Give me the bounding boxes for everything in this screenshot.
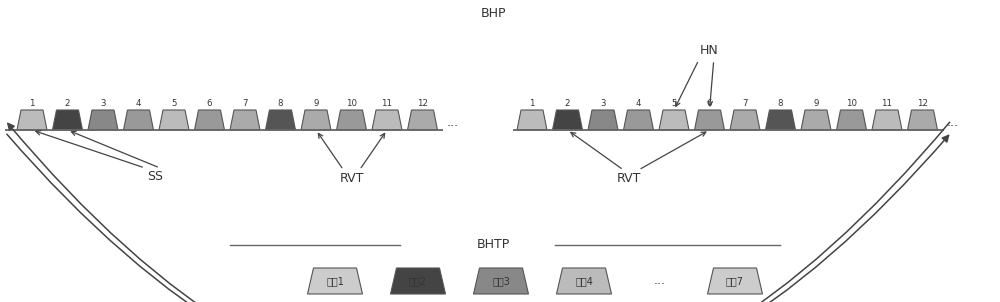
- Text: 6: 6: [707, 98, 712, 108]
- Text: 5: 5: [171, 98, 177, 108]
- Text: 12: 12: [917, 98, 928, 108]
- Text: 4: 4: [636, 98, 641, 108]
- Polygon shape: [765, 110, 796, 130]
- Polygon shape: [124, 110, 154, 130]
- Text: 9: 9: [813, 98, 819, 108]
- Polygon shape: [301, 110, 331, 130]
- Polygon shape: [159, 110, 189, 130]
- Polygon shape: [556, 268, 612, 294]
- Polygon shape: [336, 110, 366, 130]
- Text: 1: 1: [29, 98, 35, 108]
- FancyArrowPatch shape: [8, 122, 950, 302]
- Polygon shape: [552, 110, 583, 130]
- Text: ...: ...: [446, 117, 458, 130]
- Text: ...: ...: [654, 275, 666, 288]
- Text: 3: 3: [100, 98, 106, 108]
- Polygon shape: [659, 110, 689, 130]
- Text: 波束7: 波束7: [726, 276, 744, 286]
- Polygon shape: [194, 110, 224, 130]
- Polygon shape: [872, 110, 902, 130]
- Text: 5: 5: [671, 98, 677, 108]
- Text: RVT: RVT: [616, 172, 641, 185]
- Polygon shape: [308, 268, 362, 294]
- Text: BHP: BHP: [480, 7, 506, 20]
- Polygon shape: [88, 110, 118, 130]
- Text: RVT: RVT: [339, 172, 364, 185]
- Text: 12: 12: [417, 98, 428, 108]
- Text: 1: 1: [529, 98, 535, 108]
- FancyArrowPatch shape: [7, 134, 949, 302]
- Text: 9: 9: [313, 98, 319, 108]
- Text: 8: 8: [778, 98, 783, 108]
- Text: 7: 7: [242, 98, 248, 108]
- Text: 3: 3: [600, 98, 606, 108]
- Text: 6: 6: [207, 98, 212, 108]
- Polygon shape: [372, 110, 402, 130]
- Polygon shape: [390, 268, 446, 294]
- Polygon shape: [17, 110, 47, 130]
- Polygon shape: [474, 268, 528, 294]
- Text: 8: 8: [278, 98, 283, 108]
- Polygon shape: [624, 110, 654, 130]
- Text: 波束2: 波束2: [409, 276, 427, 286]
- Text: 波束1: 波束1: [326, 276, 344, 286]
- Polygon shape: [801, 110, 831, 130]
- Polygon shape: [588, 110, 618, 130]
- Polygon shape: [707, 268, 763, 294]
- Text: 7: 7: [742, 98, 748, 108]
- Text: ...: ...: [946, 117, 958, 130]
- Text: 2: 2: [565, 98, 570, 108]
- Polygon shape: [730, 110, 760, 130]
- Polygon shape: [230, 110, 260, 130]
- Text: 11: 11: [882, 98, 893, 108]
- Polygon shape: [52, 110, 82, 130]
- Text: 波束4: 波束4: [575, 276, 593, 286]
- Polygon shape: [694, 110, 725, 130]
- Text: SS: SS: [147, 170, 163, 183]
- Text: 10: 10: [846, 98, 857, 108]
- Polygon shape: [517, 110, 547, 130]
- Text: BHTP: BHTP: [476, 239, 510, 252]
- Text: 2: 2: [65, 98, 70, 108]
- Text: 11: 11: [381, 98, 392, 108]
- Text: 10: 10: [346, 98, 357, 108]
- Text: 4: 4: [136, 98, 141, 108]
- Text: HN: HN: [699, 44, 718, 57]
- Polygon shape: [836, 110, 867, 130]
- Polygon shape: [907, 110, 938, 130]
- Polygon shape: [266, 110, 295, 130]
- Text: 波束3: 波束3: [492, 276, 510, 286]
- Polygon shape: [408, 110, 438, 130]
